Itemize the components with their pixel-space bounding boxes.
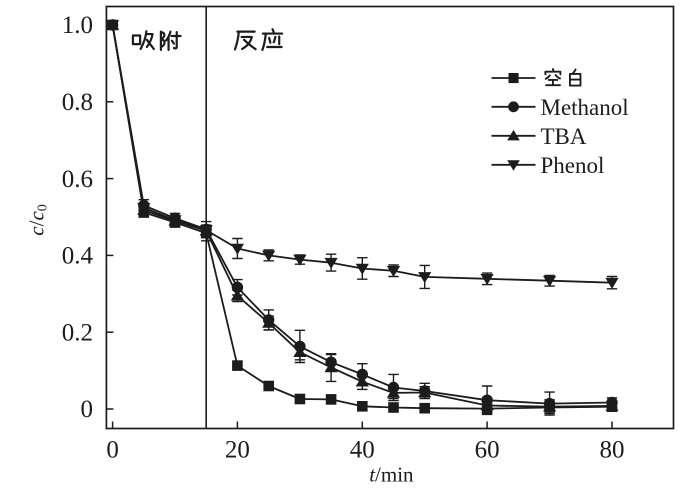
svg-text:80: 80 — [600, 437, 625, 464]
svg-text:Methanol: Methanol — [541, 95, 629, 120]
svg-text:TBA: TBA — [541, 124, 587, 149]
svg-text:20: 20 — [225, 437, 250, 464]
svg-text:0.8: 0.8 — [62, 89, 93, 116]
svg-text:t/min: t/min — [369, 462, 414, 486]
svg-text:0: 0 — [81, 396, 94, 423]
svg-text:Phenol: Phenol — [541, 153, 605, 178]
svg-text:1.0: 1.0 — [62, 12, 93, 39]
svg-text:60: 60 — [475, 437, 500, 464]
svg-text:0.4: 0.4 — [62, 243, 94, 270]
svg-text:0.6: 0.6 — [62, 166, 93, 193]
svg-text:0: 0 — [106, 437, 119, 464]
svg-text:0.2: 0.2 — [62, 319, 93, 346]
svg-text:40: 40 — [350, 437, 375, 464]
